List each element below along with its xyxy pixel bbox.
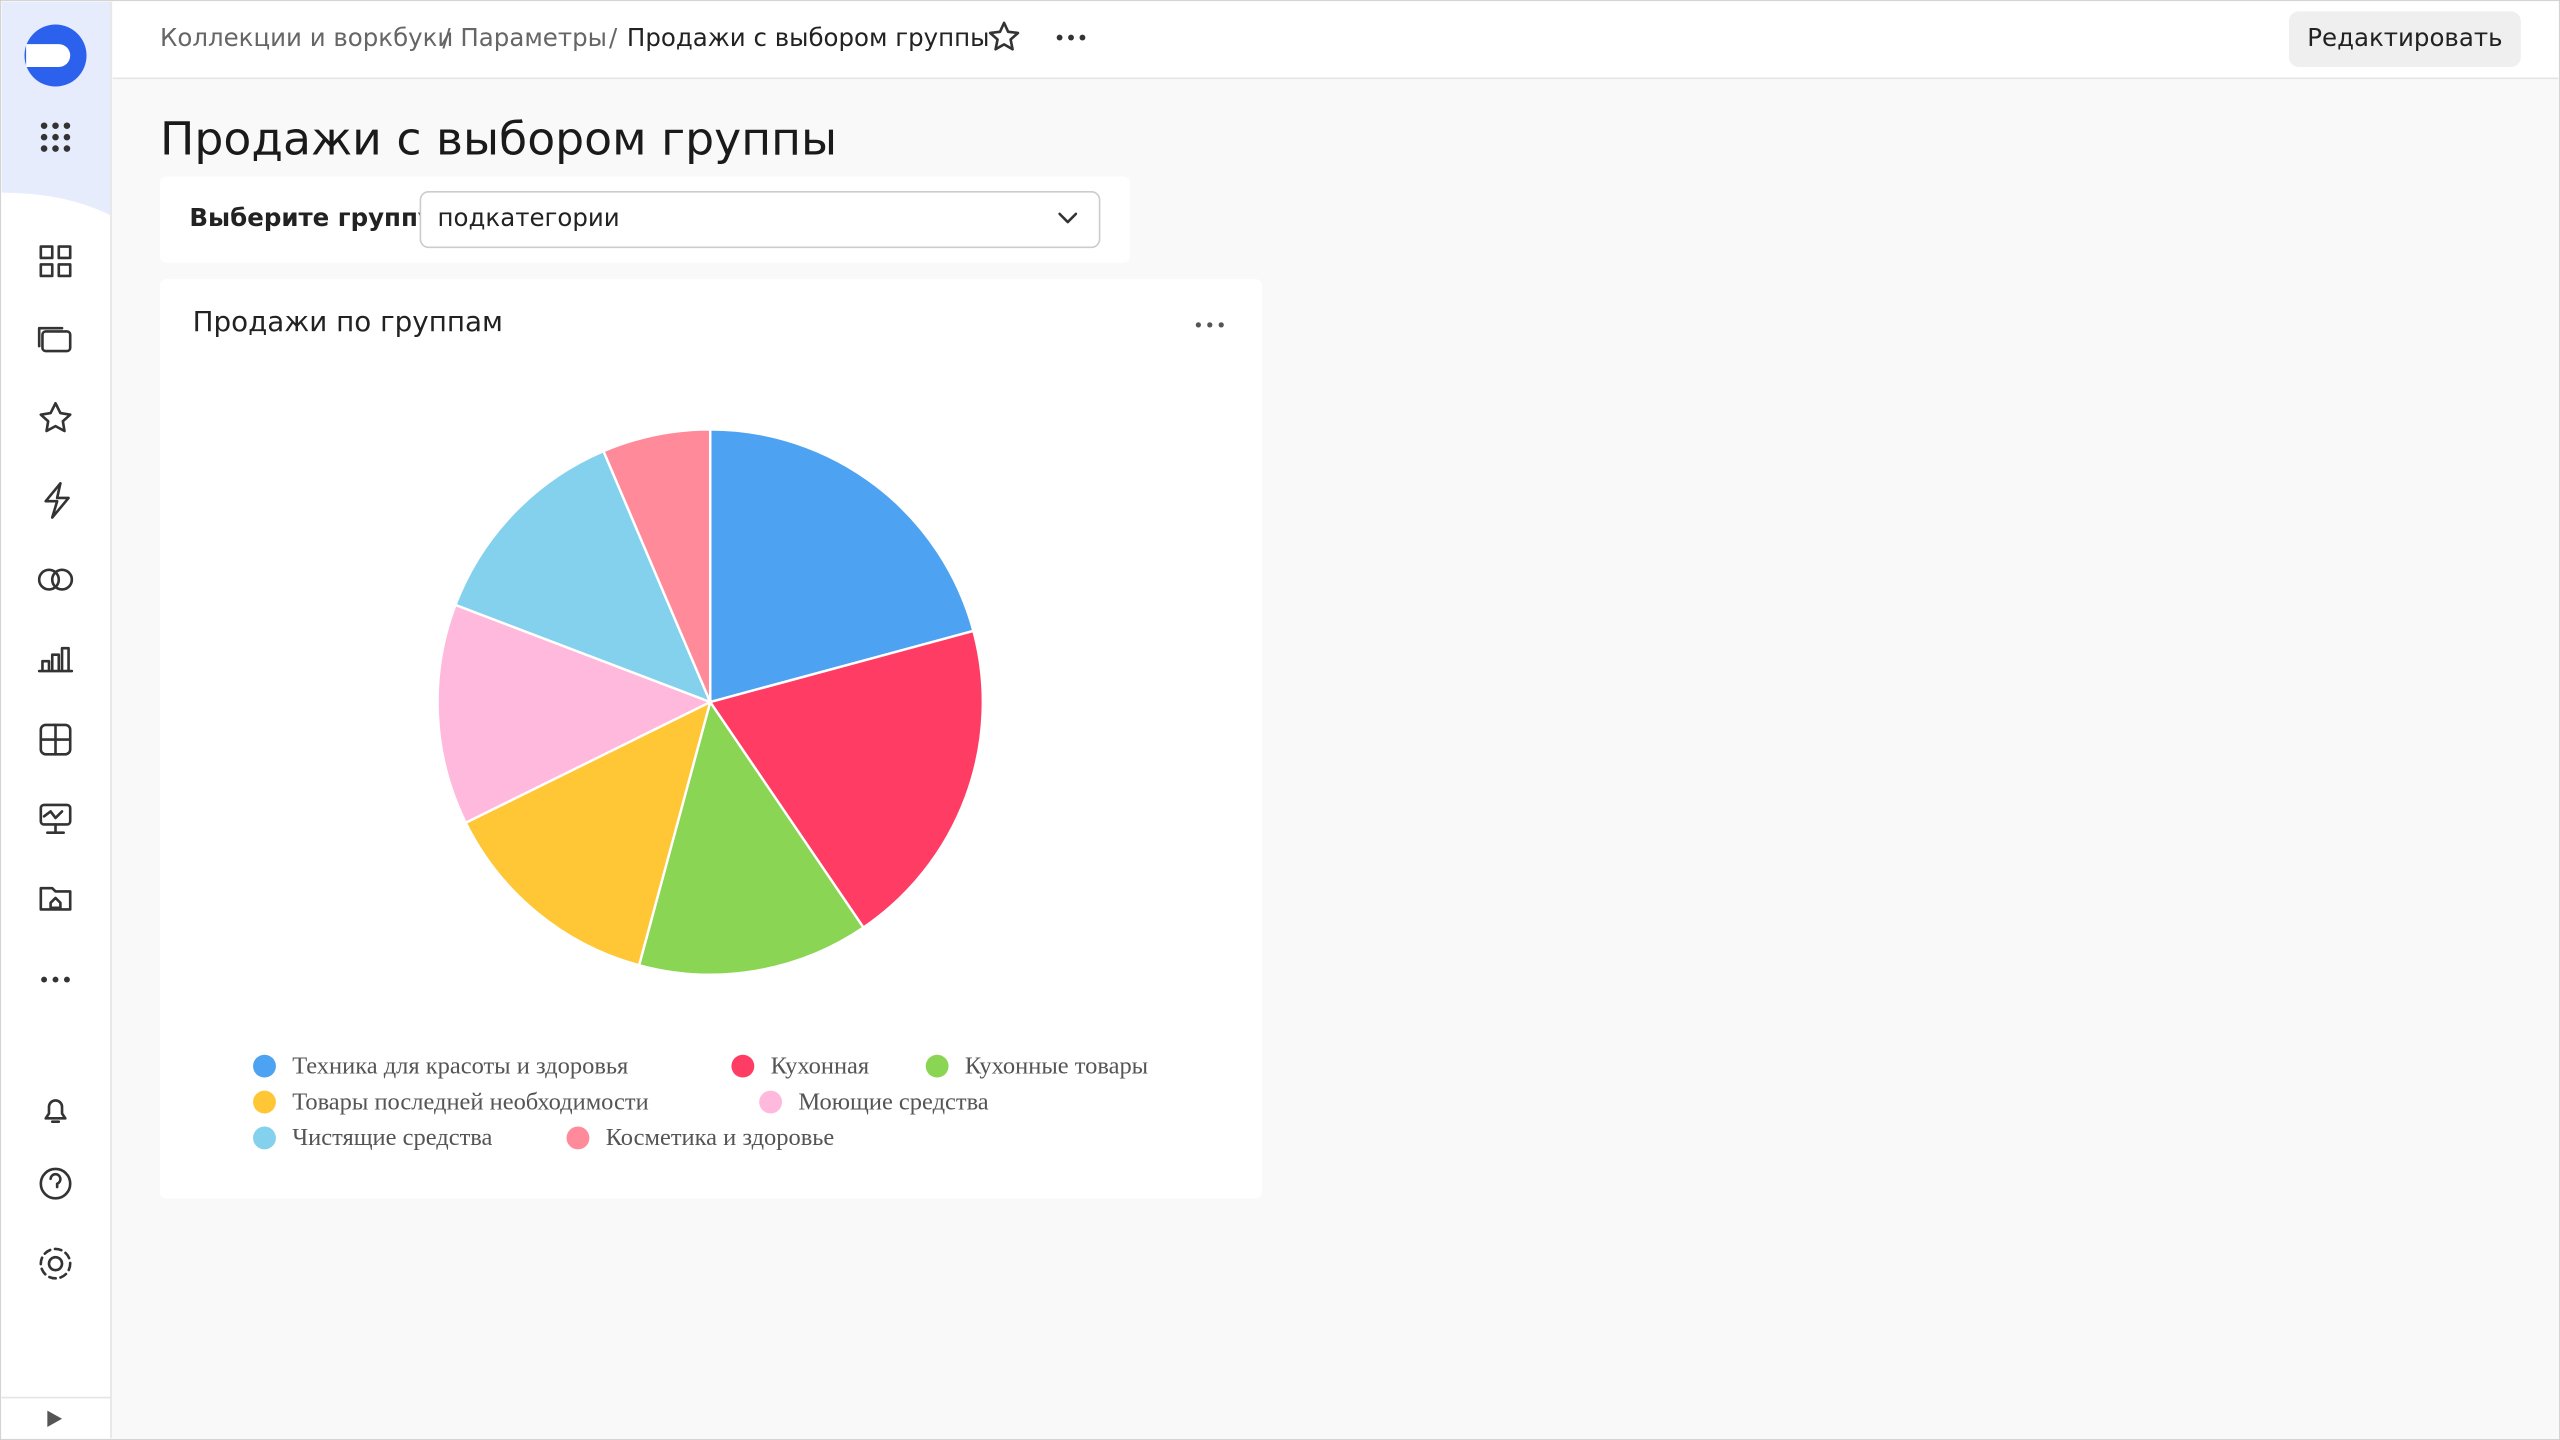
- pie-slice[interactable]: [637, 699, 866, 976]
- edit-button[interactable]: [2288, 11, 2521, 67]
- sidebar: [1, 1, 112, 1439]
- pie: [436, 428, 985, 976]
- selector-label: Выберите группу: [189, 203, 433, 232]
- select-value[interactable]: подкатегории: [438, 203, 620, 232]
- chart-menu[interactable]: [1195, 322, 1224, 328]
- legend-label[interactable]: Товары последней необходимости: [292, 1088, 648, 1115]
- pie-slice[interactable]: [464, 699, 713, 967]
- svg-text:/: /: [442, 23, 451, 52]
- edit-button-label[interactable]: Редактировать: [2307, 23, 2502, 52]
- pie-slice[interactable]: [708, 629, 985, 930]
- legend-label[interactable]: Моющие средства: [798, 1088, 988, 1115]
- legend-label[interactable]: Техника для красоты и здоровья: [292, 1052, 628, 1079]
- legend-label[interactable]: Кухонные товары: [965, 1052, 1148, 1079]
- chart-title: Продажи по группам: [193, 305, 503, 338]
- legend-swatch: [566, 1126, 590, 1150]
- legend-label[interactable]: Кухонная: [771, 1052, 870, 1079]
- pie-slice[interactable]: [453, 449, 713, 705]
- apps-icon[interactable]: [40, 122, 71, 152]
- legend-swatch: [925, 1054, 949, 1078]
- legend-swatch: [253, 1090, 276, 1114]
- nav-icons[interactable]: [37, 245, 74, 1280]
- legend-swatch: [253, 1054, 276, 1078]
- legend-label[interactable]: Косметика и здоровье: [606, 1124, 835, 1151]
- legend-swatch: [253, 1126, 276, 1150]
- svg-text:/: /: [609, 23, 618, 52]
- breadcrumb[interactable]: Коллекции и воркбуки: [160, 23, 453, 52]
- legend-swatch: [759, 1090, 783, 1114]
- expand-button[interactable]: [47, 1410, 63, 1427]
- legend: Техника для красоты и здоровья Кухонная Ку…: [253, 1052, 1148, 1151]
- legend-swatch: [731, 1054, 755, 1078]
- breadcrumb: Продажи с выбором группы: [627, 23, 989, 52]
- pie-slice[interactable]: [601, 428, 712, 703]
- favorite-icon[interactable]: [988, 21, 1020, 51]
- select[interactable]: [419, 191, 1101, 249]
- breadcrumb[interactable]: Параметры: [460, 23, 607, 52]
- legend-label[interactable]: Чистящие средства: [292, 1124, 492, 1151]
- page-title: Продажи с выбором группы: [160, 113, 837, 166]
- header: [112, 1, 2559, 79]
- more-menu[interactable]: [1056, 34, 1086, 41]
- pie-slice[interactable]: [708, 428, 975, 704]
- pie-slice[interactable]: [436, 603, 714, 825]
